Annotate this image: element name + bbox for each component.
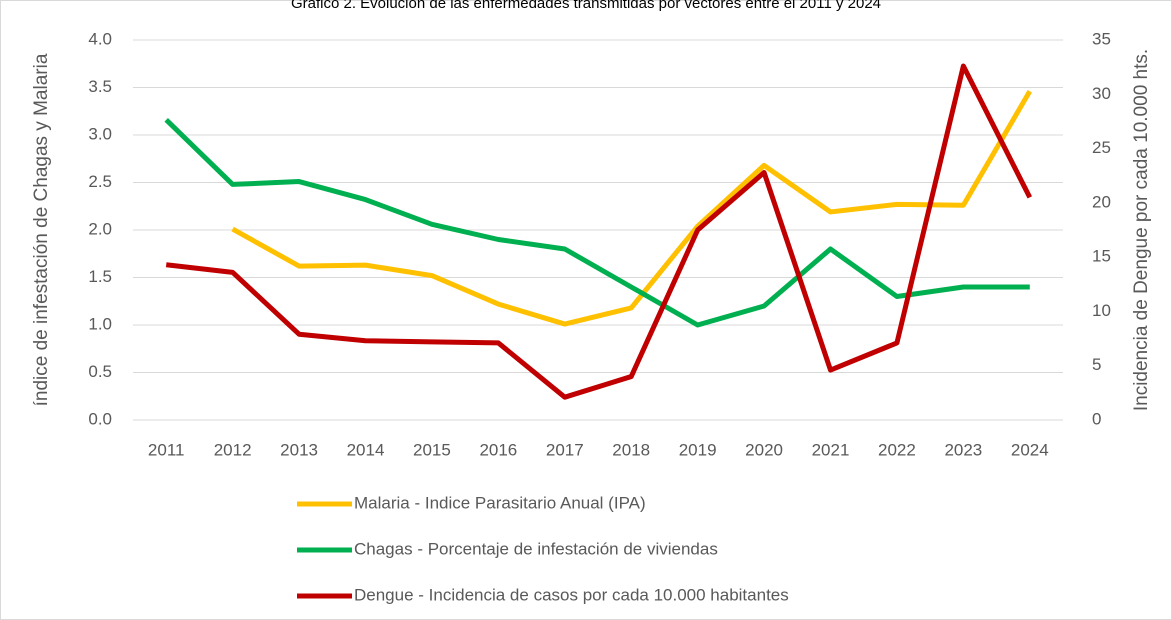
y-tick-label: 0.5 (88, 362, 112, 381)
series-line (231, 90, 1032, 327)
y-tick-label: 3.0 (88, 124, 112, 143)
legend-label: Dengue - Incidencia de casos por cada 10… (354, 585, 789, 604)
y-tick-label: 4.0 (88, 29, 112, 48)
x-tick-label: 2023 (944, 440, 982, 459)
x-tick-label: 2021 (812, 440, 850, 459)
x-tick-label: 2011 (148, 440, 185, 459)
y-tick-label: 2.5 (88, 172, 112, 191)
x-tick-label: 2013 (280, 440, 318, 459)
x-tick-label: 2012 (214, 440, 252, 459)
y2-tick-label: 0 (1092, 409, 1101, 428)
chart-title: Gráfico 2. Evolución de las enfermedades… (291, 0, 881, 12)
y2-axis-title: Incidencia de Dengue por cada 10.000 hts… (1131, 49, 1152, 411)
x-tick-label: 2020 (745, 440, 783, 459)
y2-tick-label: 35 (1092, 29, 1111, 48)
y2-tick-label: 20 (1092, 192, 1111, 211)
y-tick-label: 3.5 (88, 77, 112, 96)
x-tick-label: 2018 (612, 440, 650, 459)
y2-tick-label: 25 (1092, 138, 1111, 157)
y-tick-label: 2.0 (88, 219, 112, 238)
x-tick-label: 2015 (413, 440, 451, 459)
y-tick-label: 0.0 (88, 409, 112, 428)
y2-tick-label: 5 (1092, 355, 1101, 374)
legend-label: Malaria - Indice Parasitario Anual (IPA) (354, 493, 646, 512)
y-axis-title: índice de infestación de Chagas y Malari… (31, 53, 52, 406)
x-tick-label: 2019 (679, 440, 717, 459)
x-tick-label: 2017 (546, 440, 584, 459)
x-tick-label: 2024 (1011, 440, 1049, 459)
x-tick-label: 2016 (479, 440, 517, 459)
y-tick-label: 1.0 (88, 314, 112, 333)
legend-label: Chagas - Porcentaje de infestación de vi… (354, 539, 718, 558)
y-tick-label: 1.5 (88, 267, 112, 286)
x-tick-label: 2022 (878, 440, 916, 459)
series-line (164, 118, 1030, 328)
y2-tick-label: 15 (1092, 247, 1111, 266)
y2-tick-label: 30 (1092, 84, 1111, 103)
y2-tick-label: 10 (1092, 301, 1111, 320)
series-line (165, 63, 1033, 400)
x-tick-label: 2014 (347, 440, 385, 459)
